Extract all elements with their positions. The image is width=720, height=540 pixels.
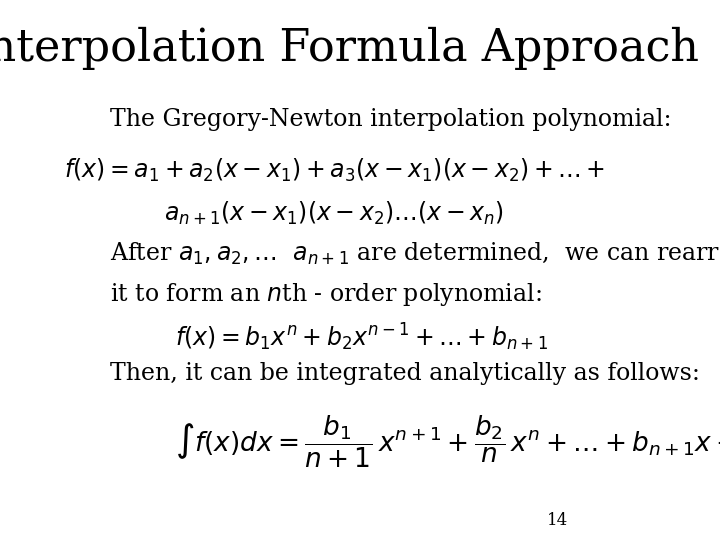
Text: The Gregory-Newton interpolation polynomial:: The Gregory-Newton interpolation polynom… <box>110 108 672 131</box>
Text: $a_{n+1}(x - x_1)(x - x_2)\ldots(x - x_n)$: $a_{n+1}(x - x_1)(x - x_2)\ldots(x - x_n… <box>164 200 504 227</box>
Text: 14: 14 <box>546 512 568 529</box>
Text: Then, it can be integrated analytically as follows:: Then, it can be integrated analytically … <box>110 362 701 385</box>
Text: $f(x) = b_1 x^n + b_2 x^{n-1} + \ldots + b_{n+1}$: $f(x) = b_1 x^n + b_2 x^{n-1} + \ldots +… <box>175 321 548 353</box>
Text: After $a_1, a_2, \ldots\ \ a_{n+1}$ are determined,  we can rearrange: After $a_1, a_2, \ldots\ \ a_{n+1}$ are … <box>110 240 720 267</box>
Text: Interpolation Formula Approach: Interpolation Formula Approach <box>0 27 698 70</box>
Text: $\int f(x)dx = \dfrac{b_1}{n+1}\,x^{n+1} + \dfrac{b_2}{n}\,x^n + \ldots + b_{n+1: $\int f(x)dx = \dfrac{b_1}{n+1}\,x^{n+1}… <box>175 413 720 470</box>
Text: it to form an $n$th - order polynomial:: it to form an $n$th - order polynomial: <box>110 281 542 308</box>
Text: $f(x) = a_1 + a_2(x - x_1) + a_3(x - x_1)(x - x_2) + \ldots +$: $f(x) = a_1 + a_2(x - x_1) + a_3(x - x_1… <box>63 157 605 184</box>
